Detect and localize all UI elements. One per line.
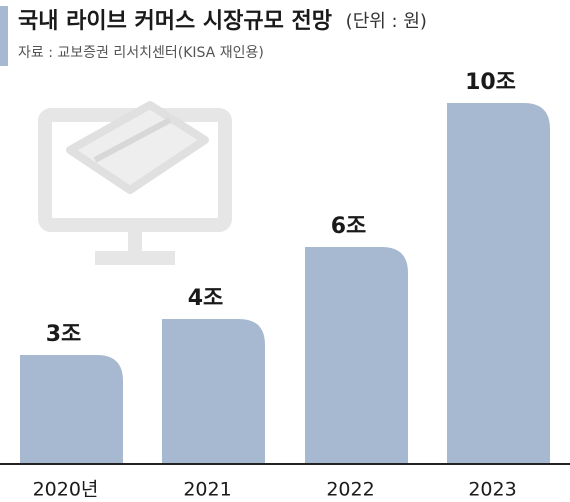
bar	[305, 247, 408, 463]
bar	[162, 319, 265, 463]
x-tick-label: 2020년	[33, 479, 99, 501]
value-label: 6조	[331, 214, 367, 239]
value-label: 10조	[465, 70, 516, 95]
chart-title-line: 국내 라이브 커머스 시장규모 전망 (단위 : 원)	[18, 9, 427, 34]
chart-title: 국내 라이브 커머스 시장규모 전망	[18, 9, 332, 34]
unit-label: (단위 : 원)	[346, 11, 427, 32]
value-label: 4조	[188, 286, 224, 311]
x-tick-label: 2022	[326, 479, 374, 501]
background-icon	[38, 101, 232, 265]
value-label: 3조	[46, 322, 82, 347]
title-accent	[0, 6, 8, 66]
chart-subtitle: 자료 : 교보증권 리서치센터(KISA 재인용)	[18, 45, 264, 61]
bar	[20, 355, 123, 463]
x-tick-label: 2021	[183, 479, 231, 501]
bar	[447, 103, 550, 463]
x-tick-label: 2023	[468, 479, 516, 501]
